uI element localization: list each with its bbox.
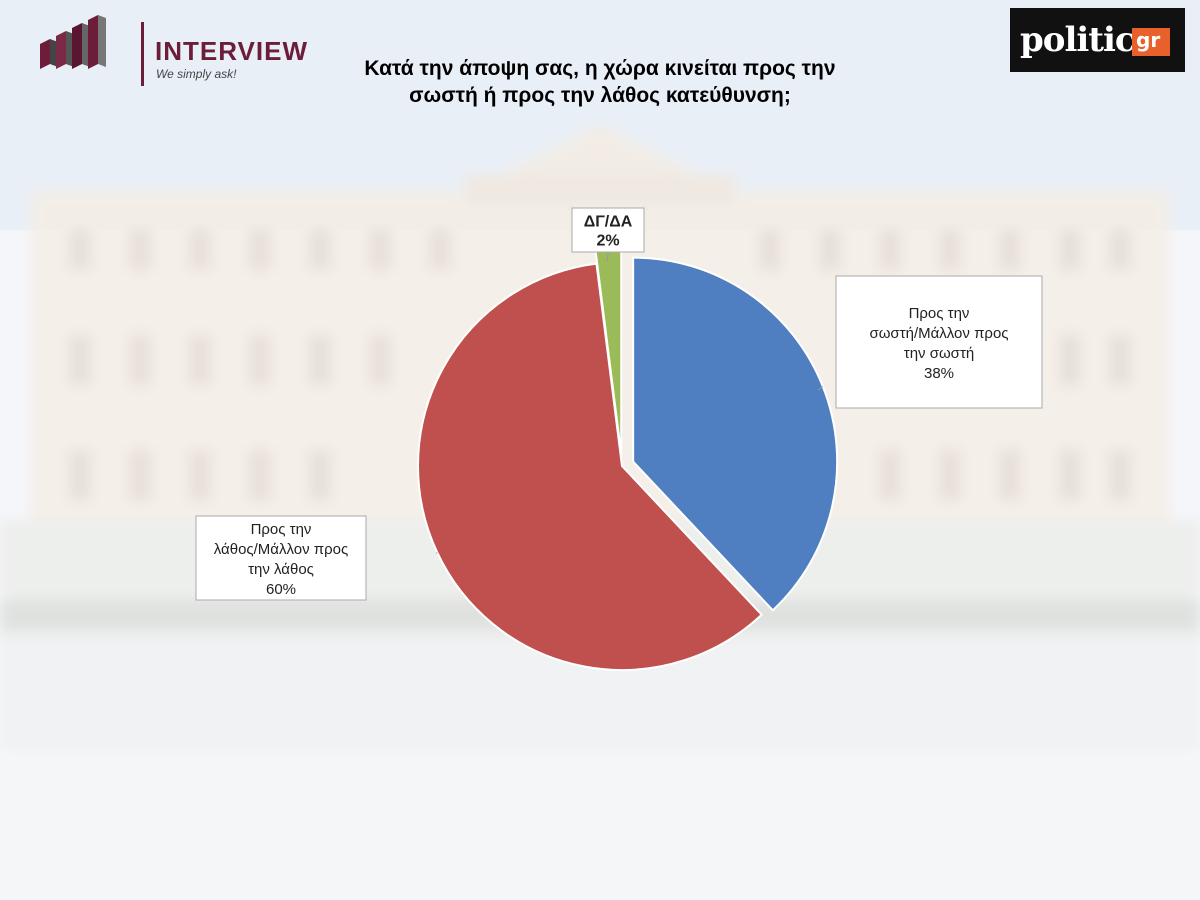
pie-slice	[417, 262, 764, 671]
partner-logo-suffix: gr	[1136, 28, 1161, 52]
data-label-text: Προς την	[251, 521, 312, 538]
data-label-text: Προς την	[909, 305, 970, 322]
logo-divider	[141, 22, 144, 86]
data-label-text: την λάθος	[248, 561, 314, 578]
interview-logo: INTERVIEW We simply ask!	[38, 14, 308, 86]
data-label-value: 60%	[266, 581, 296, 598]
data-label-text: ΔΓ/ΔΑ	[584, 214, 633, 231]
bar-columns-icon	[40, 15, 106, 69]
data-label-box	[835, 275, 1043, 409]
data-label-value: 38%	[924, 365, 954, 382]
data-label-box	[195, 515, 367, 601]
data-label-box	[571, 207, 645, 253]
politic-gr-logo: politic gr	[1010, 8, 1185, 72]
partner-logo-badge	[1132, 28, 1170, 56]
data-label-text: λάθος/Μάλλον προς	[214, 541, 348, 558]
chart-title: Κατά την άποψη σας, η χώρα κινείται προς…	[364, 57, 836, 107]
data-label-text: την σωστή	[904, 345, 974, 362]
partner-logo-text: politic	[1020, 20, 1136, 60]
leader-line	[817, 386, 824, 391]
brand-tagline: We simply ask!	[156, 67, 237, 81]
data-label-value: 2%	[596, 233, 619, 250]
data-label-text: σωστή/Μάλλον προς	[869, 325, 1008, 342]
brand-name: INTERVIEW	[155, 36, 308, 66]
